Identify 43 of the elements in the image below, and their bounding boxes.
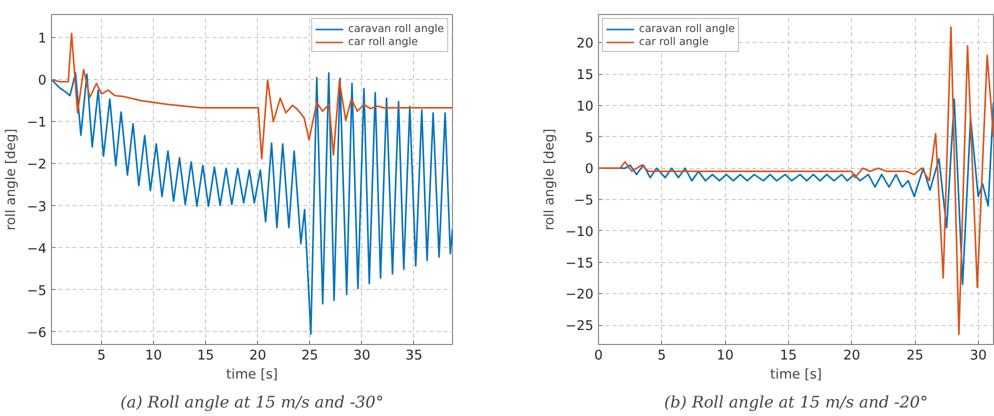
x-tick-label: 15 xyxy=(780,348,797,364)
legend-label: caravan roll angle xyxy=(639,22,735,35)
x-axis-title: time [s] xyxy=(226,368,278,382)
x-tick-label: 20 xyxy=(843,348,860,364)
y-tick-label: −20 xyxy=(565,288,594,303)
y-tick-label: 15 xyxy=(576,68,594,84)
x-tick-label: 10 xyxy=(716,348,734,364)
y-tick-label: −1 xyxy=(26,116,47,131)
x-tick-label: 35 xyxy=(405,348,422,364)
legend-label: car roll angle xyxy=(639,35,709,48)
x-tick-label: 20 xyxy=(249,348,266,364)
legend-label: caravan roll angle xyxy=(348,22,444,35)
y-tick-label: −5 xyxy=(574,194,594,209)
x-tick-label: 5 xyxy=(97,348,106,364)
y-tick-label: −6 xyxy=(26,326,47,341)
x-tick-label: 5 xyxy=(658,348,666,364)
legend-label: car roll angle xyxy=(348,35,418,48)
x-tick-label: 25 xyxy=(301,348,318,364)
x-tick-label: 30 xyxy=(353,348,370,364)
y-tick-label: −15 xyxy=(565,256,594,272)
line-series xyxy=(52,72,452,335)
x-tick-label: 15 xyxy=(197,348,214,364)
x-axis-title: time [s] xyxy=(770,368,822,382)
y-tick-label: −25 xyxy=(565,319,594,334)
x-tick-label: 25 xyxy=(906,348,924,364)
y-tick-label: 1 xyxy=(38,32,47,47)
y-axis-title: roll angle [deg] xyxy=(4,128,19,230)
y-tick-label: 20 xyxy=(576,36,594,52)
y-tick-label: 0 xyxy=(585,162,594,178)
y-tick-label: −5 xyxy=(26,284,47,299)
y-tick-label: 0 xyxy=(38,74,47,89)
y-axis-title: roll angle [deg] xyxy=(542,128,558,230)
line-series xyxy=(52,32,452,160)
x-tick-label: 30 xyxy=(970,348,987,364)
x-tick-label: 10 xyxy=(145,348,162,364)
y-tick-label: 5 xyxy=(585,130,594,146)
y-tick-label: −4 xyxy=(26,242,47,257)
y-tick-label: −2 xyxy=(26,158,47,173)
y-tick-label: −3 xyxy=(26,200,47,215)
y-tick-label: 10 xyxy=(576,99,594,114)
text: (a) Roll angle at 15 m/s and -30° xyxy=(120,392,384,412)
y-tick-label: −10 xyxy=(565,224,594,240)
text: (b) Roll angle at 15 m/s and -20° xyxy=(664,392,928,412)
